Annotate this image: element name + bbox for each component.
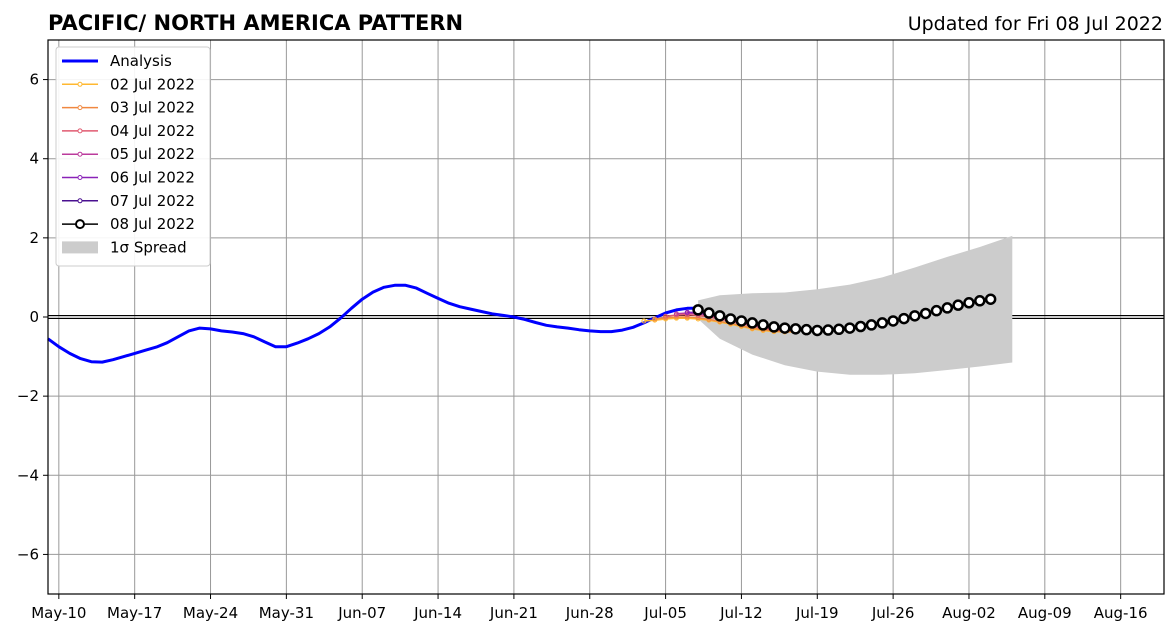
legend-label: 1σ Spread [110,238,187,256]
forecast-point [641,318,647,324]
y-tick-label: 6 [29,71,39,89]
forecast-point [865,319,878,331]
legend-label: 02 Jul 2022 [110,75,195,93]
y-axis-ticks: 6 4 2 0 −2 −4 −6 [17,71,48,563]
forecast-point [684,309,690,315]
forecast-point [909,310,921,322]
y-tick-label: 2 [29,229,39,247]
legend-marker [77,198,83,204]
forecast-point [833,323,845,336]
legend-label: 06 Jul 2022 [110,169,195,187]
legend-box [55,46,211,267]
forecast-point [757,319,769,331]
analysis-line [47,283,699,364]
y-tick-label: 0 [29,308,39,326]
legend-swatch [62,241,98,254]
x-tick-label: May-31 [259,604,314,622]
plot-frame [47,39,1165,595]
forecast-point [984,293,997,305]
plot-area [47,235,1013,375]
legend-marker [77,128,83,134]
legend-marker [77,151,83,157]
forecast-point [811,324,824,337]
legend-label: 08 Jul 2022 [110,215,195,233]
y-tick-label: 4 [29,150,39,168]
forecast-point [663,313,669,319]
x-tick-label: May-10 [31,604,86,622]
forecast-point [703,307,715,319]
forecast-point [735,315,748,327]
y-tick-label: −2 [17,387,39,405]
legend-label: 05 Jul 2022 [110,145,195,163]
x-tick-label: Aug-09 [1018,604,1072,622]
forecast-point [714,310,726,322]
legend-label: 04 Jul 2022 [110,122,195,140]
forecast-point [887,315,899,327]
x-tick-label: Jul-12 [719,604,763,622]
spread-band [698,235,1013,375]
y-tick-label: −6 [17,545,39,563]
forecast-series [692,293,997,337]
forecast-point [800,323,813,336]
forecast-point [746,317,759,329]
x-tick-label: Jul-19 [795,604,839,622]
forecast-point [822,324,834,336]
forecast-point [919,307,932,320]
x-tick-label: Jul-05 [643,604,687,622]
legend-label: 07 Jul 2022 [110,192,195,210]
x-tick-label: Aug-02 [942,604,996,622]
x-tick-label: Aug-16 [1094,604,1148,622]
legend-marker [77,105,83,111]
forecast-point [673,311,679,317]
x-tick-label: Jun-28 [565,604,614,622]
legend: Analysis 02 Jul 2022 03 Jul 2022 04 Jul 202… [55,46,211,267]
forecast-point [652,316,658,322]
forecast-point [779,322,791,334]
chart-title: PACIFIC/ NORTH AMERICA PATTERN [48,11,463,35]
forecast-point [952,299,964,311]
legend-label: Analysis [110,52,172,70]
x-tick-label: May-24 [183,604,238,622]
forecast-point [844,322,856,334]
forecast-point [854,320,867,333]
forecast-point [876,317,889,329]
x-tick-label: Jun-14 [413,604,462,622]
forecast-point [963,297,975,309]
y-tick-label: −4 [17,466,39,484]
forecast-point [692,304,704,316]
x-tick-label: Jul-26 [871,604,915,622]
forecast-point [930,304,943,317]
legend-marker [77,81,83,87]
x-tick-label: Jun-21 [489,604,538,622]
legend-marker [75,219,85,230]
forecast-point [724,313,737,325]
forecast-point [768,321,780,333]
chart-subtitle: Updated for Fri 08 Jul 2022 [908,13,1163,35]
legend-marker [77,175,83,180]
x-tick-label: May-17 [107,604,162,622]
forecast-point [974,295,986,307]
forecast-point [789,323,802,335]
legend-label: 03 Jul 2022 [110,99,195,117]
x-tick-label: Jun-07 [337,604,386,622]
forecast-point [941,302,954,314]
x-axis-ticks: May-10 May-17 May-24 May-31 Jun-07 Jun-14 Jun-… [31,594,1148,622]
forecast-point [898,312,910,325]
